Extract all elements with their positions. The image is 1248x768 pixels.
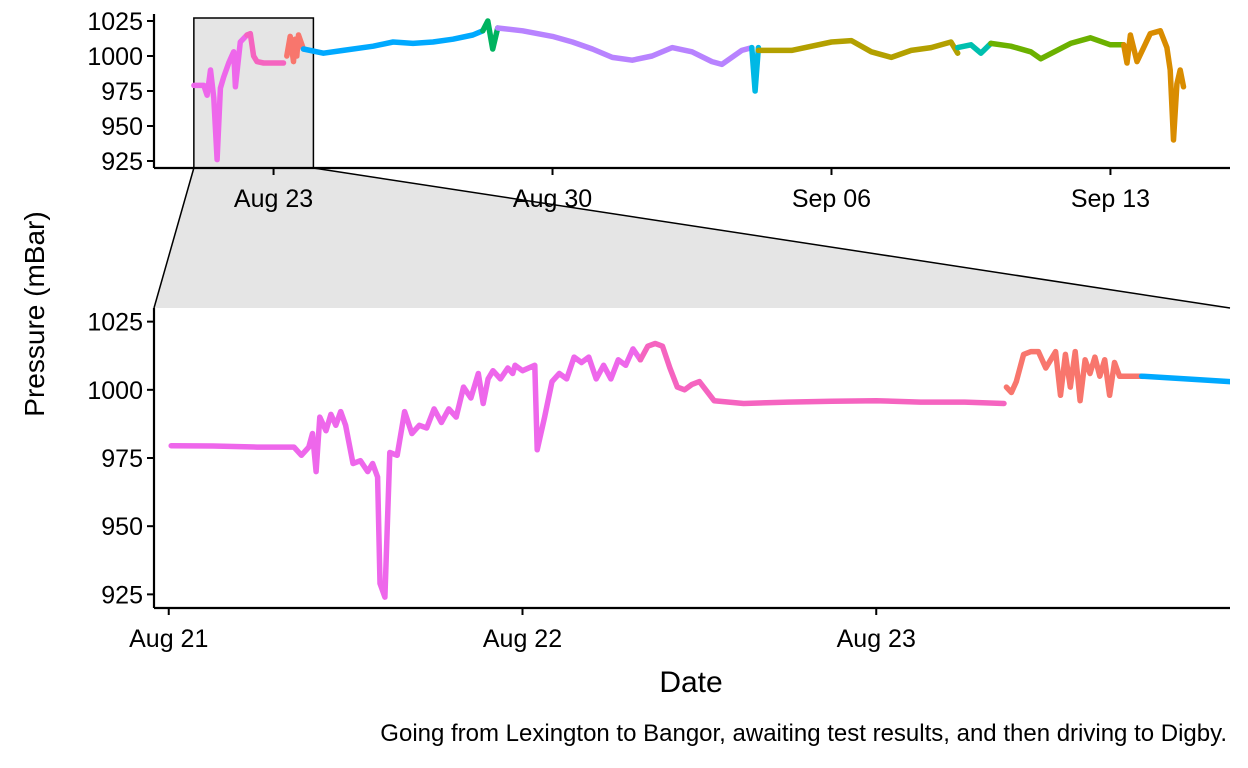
detail-panel: 925 950 975 1000 1025 Aug 21 Aug 22 Aug 23 — [87, 308, 1230, 653]
detail-series-line-pink — [637, 340, 1007, 407]
overview-x-tick-label: Sep 13 — [1071, 185, 1150, 213]
detail-series-line-magenta — [168, 346, 644, 600]
overview-series-group — [191, 18, 1187, 163]
overview-series-line-skyblue — [300, 28, 486, 56]
detail-series-group — [168, 340, 1230, 600]
zoom-connector-fill — [154, 168, 1230, 308]
detail-y-tick-label: 950 — [101, 513, 143, 541]
overview-series-line-teal — [954, 40, 994, 56]
caption: Going from Lexington to Bangor, awaiting… — [380, 720, 1227, 747]
detail-x-tick-label: Aug 23 — [837, 625, 916, 653]
overview-series-line-salmon — [284, 32, 307, 65]
detail-y-tick-label: 975 — [101, 445, 143, 473]
overview-x-tick-label: Aug 30 — [513, 185, 592, 213]
overview-series-line-cyan — [749, 44, 762, 94]
zoom-connector-shading — [153, 167, 1231, 309]
overview-series-line-lime — [988, 35, 1127, 62]
overview-y-tick-label: 1025 — [87, 8, 143, 36]
overview-series-line-green — [480, 18, 501, 52]
overview-y-tick-label: 925 — [101, 148, 143, 176]
detail-y-tick-label: 1025 — [87, 309, 143, 337]
x-axis-label: Date — [659, 666, 722, 699]
detail-x-tick-label: Aug 22 — [483, 625, 562, 653]
detail-series-line-salmon — [1003, 348, 1145, 404]
zoom-connector-line-right — [313, 167, 1231, 309]
overview-series-line-lavender — [494, 25, 755, 68]
overview-y-tick-label: 1000 — [87, 43, 143, 71]
overview-series-line-orange — [1120, 28, 1187, 143]
overview-series-line-magenta — [191, 32, 250, 163]
overview-x-tick-label: Aug 23 — [234, 185, 313, 213]
overview-panel: 925 950 975 1000 1025 Aug 23 Aug 30 Sep 06 Sep 1… — [87, 8, 1230, 213]
detail-series-line-skyblue — [1138, 373, 1230, 385]
detail-y-tick-label: 925 — [101, 581, 143, 609]
overview-y-tick-label: 950 — [101, 113, 143, 141]
zoom-connector-line-left — [153, 167, 195, 309]
overview-series-line-olive — [755, 37, 961, 61]
overview-x-tick-label: Sep 06 — [792, 185, 871, 213]
detail-y-tick-label: 1000 — [87, 377, 143, 405]
detail-x-tick-label: Aug 21 — [129, 625, 208, 653]
overview-y-tick-label: 975 — [101, 78, 143, 106]
overview-series-line-pink — [244, 30, 287, 66]
y-axis-label: Pressure (mBar) — [19, 211, 50, 416]
